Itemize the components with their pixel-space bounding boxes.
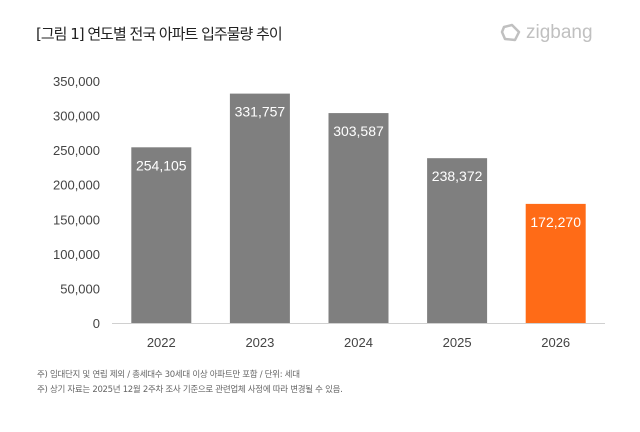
footnote-2: 주) 상기 자료는 2025년 12월 2주차 조사 기준으로 관련업체 사정에… [37, 385, 343, 395]
bar-chart: 0 50,000 100,000 150,000 200,000 250,000 300,0… [53, 74, 605, 350]
data-label-2025: 238,372 [432, 168, 483, 184]
bar-2024 [328, 113, 389, 323]
y-tick-label: 300,000 [53, 109, 100, 124]
bar-2025 [427, 158, 488, 323]
y-tick-label: 100,000 [53, 247, 100, 262]
data-label-2023: 331,757 [235, 104, 286, 120]
y-tick-label: 50,000 [60, 281, 100, 296]
y-tick-label: 350,000 [53, 74, 100, 89]
x-tick-label: 2025 [443, 335, 472, 350]
zigbang-logo: zigbang [500, 22, 593, 44]
data-label-2026: 172,270 [530, 214, 581, 230]
x-tick-label: 2022 [147, 335, 176, 350]
x-tick-label: 2026 [541, 335, 570, 350]
x-tick-label: 2024 [344, 335, 373, 350]
bar-2026 [525, 203, 586, 323]
chart-title: [그림 1] 연도별 전국 아파트 입주물량 추이 [36, 25, 283, 43]
bar-2023 [229, 93, 290, 323]
x-tick-label: 2023 [245, 335, 274, 350]
logo-text: zigbang [526, 22, 593, 43]
footnote-1: 주) 임대단지 및 연립 제외 / 총세대수 30세대 이상 아파트만 포함 /… [37, 370, 300, 380]
bar-2022 [131, 147, 192, 323]
y-tick-label: 250,000 [53, 143, 100, 158]
data-label-2022: 254,105 [136, 157, 187, 173]
data-label-2024: 303,587 [333, 123, 384, 139]
y-tick-label: 200,000 [53, 178, 100, 193]
y-tick-label: 150,000 [53, 212, 100, 227]
y-tick-label: 0 [93, 316, 100, 331]
zigbang-logo-icon [500, 23, 521, 42]
footnotes: 주) 임대단지 및 연립 제외 / 총세대수 30세대 이상 아파트만 포함 /… [37, 368, 343, 398]
